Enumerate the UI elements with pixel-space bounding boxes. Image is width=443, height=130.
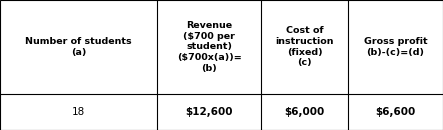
Text: Cost of
instruction
(fixed)
(c): Cost of instruction (fixed) (c)	[275, 26, 334, 67]
Text: $6,000: $6,000	[284, 107, 325, 117]
Text: Number of students
(a): Number of students (a)	[25, 37, 132, 57]
Text: $6,600: $6,600	[375, 107, 416, 117]
Text: $12,600: $12,600	[186, 107, 233, 117]
Text: Gross profit
(b)-(c)=(d): Gross profit (b)-(c)=(d)	[364, 37, 427, 57]
Text: Revenue
($700 per
student)
($700x(a))=
(b): Revenue ($700 per student) ($700x(a))= (…	[177, 21, 242, 73]
Text: 18: 18	[72, 107, 85, 117]
